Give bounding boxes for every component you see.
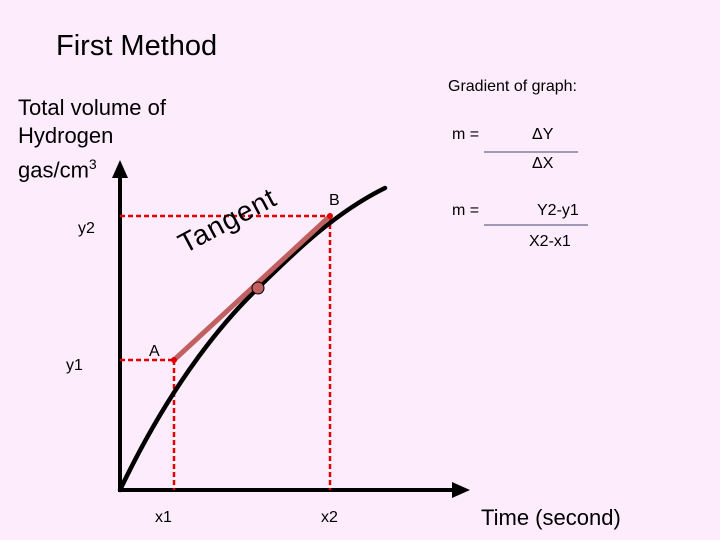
- gradient-denominator-1: ΔX: [532, 155, 554, 172]
- slide-title: First Method: [56, 30, 218, 62]
- point-b-marker: [327, 213, 333, 219]
- gradient-m-label-2: m =: [452, 202, 480, 219]
- gradient-numerator-2: Y2-y1: [537, 202, 579, 219]
- gradient-m-label-1: m =: [452, 126, 480, 143]
- y-axis-label-exponent: 3: [88, 156, 97, 172]
- y-axis-label-line1: Total volume of: [18, 95, 166, 120]
- gradient-denominator-2: X2-x1: [529, 233, 571, 250]
- volume-curve: [117, 185, 388, 493]
- tick-label-y2: y2: [78, 220, 95, 237]
- tangent-point: [251, 281, 265, 295]
- gradient-numerator-1: ΔY: [532, 126, 554, 143]
- point-a-label: A: [149, 343, 160, 360]
- y-axis-label: Total volume of Hydrogen gas/cm3: [18, 94, 208, 184]
- tick-label-x1: x1: [155, 509, 172, 526]
- point-a-marker: [171, 357, 177, 363]
- tick-label-y1: y1: [66, 357, 83, 374]
- y-axis-arrowhead: [112, 160, 128, 178]
- x-axis-label: Time (second): [481, 505, 621, 530]
- x-axis-arrowhead: [452, 482, 470, 498]
- gradient-heading: Gradient of graph:: [448, 78, 577, 95]
- tick-label-x2: x2: [321, 509, 338, 526]
- y-axis-label-line2: Hydrogen: [18, 123, 114, 148]
- y-axis-label-line3: gas/cm: [18, 157, 89, 183]
- point-b-label: B: [329, 192, 340, 209]
